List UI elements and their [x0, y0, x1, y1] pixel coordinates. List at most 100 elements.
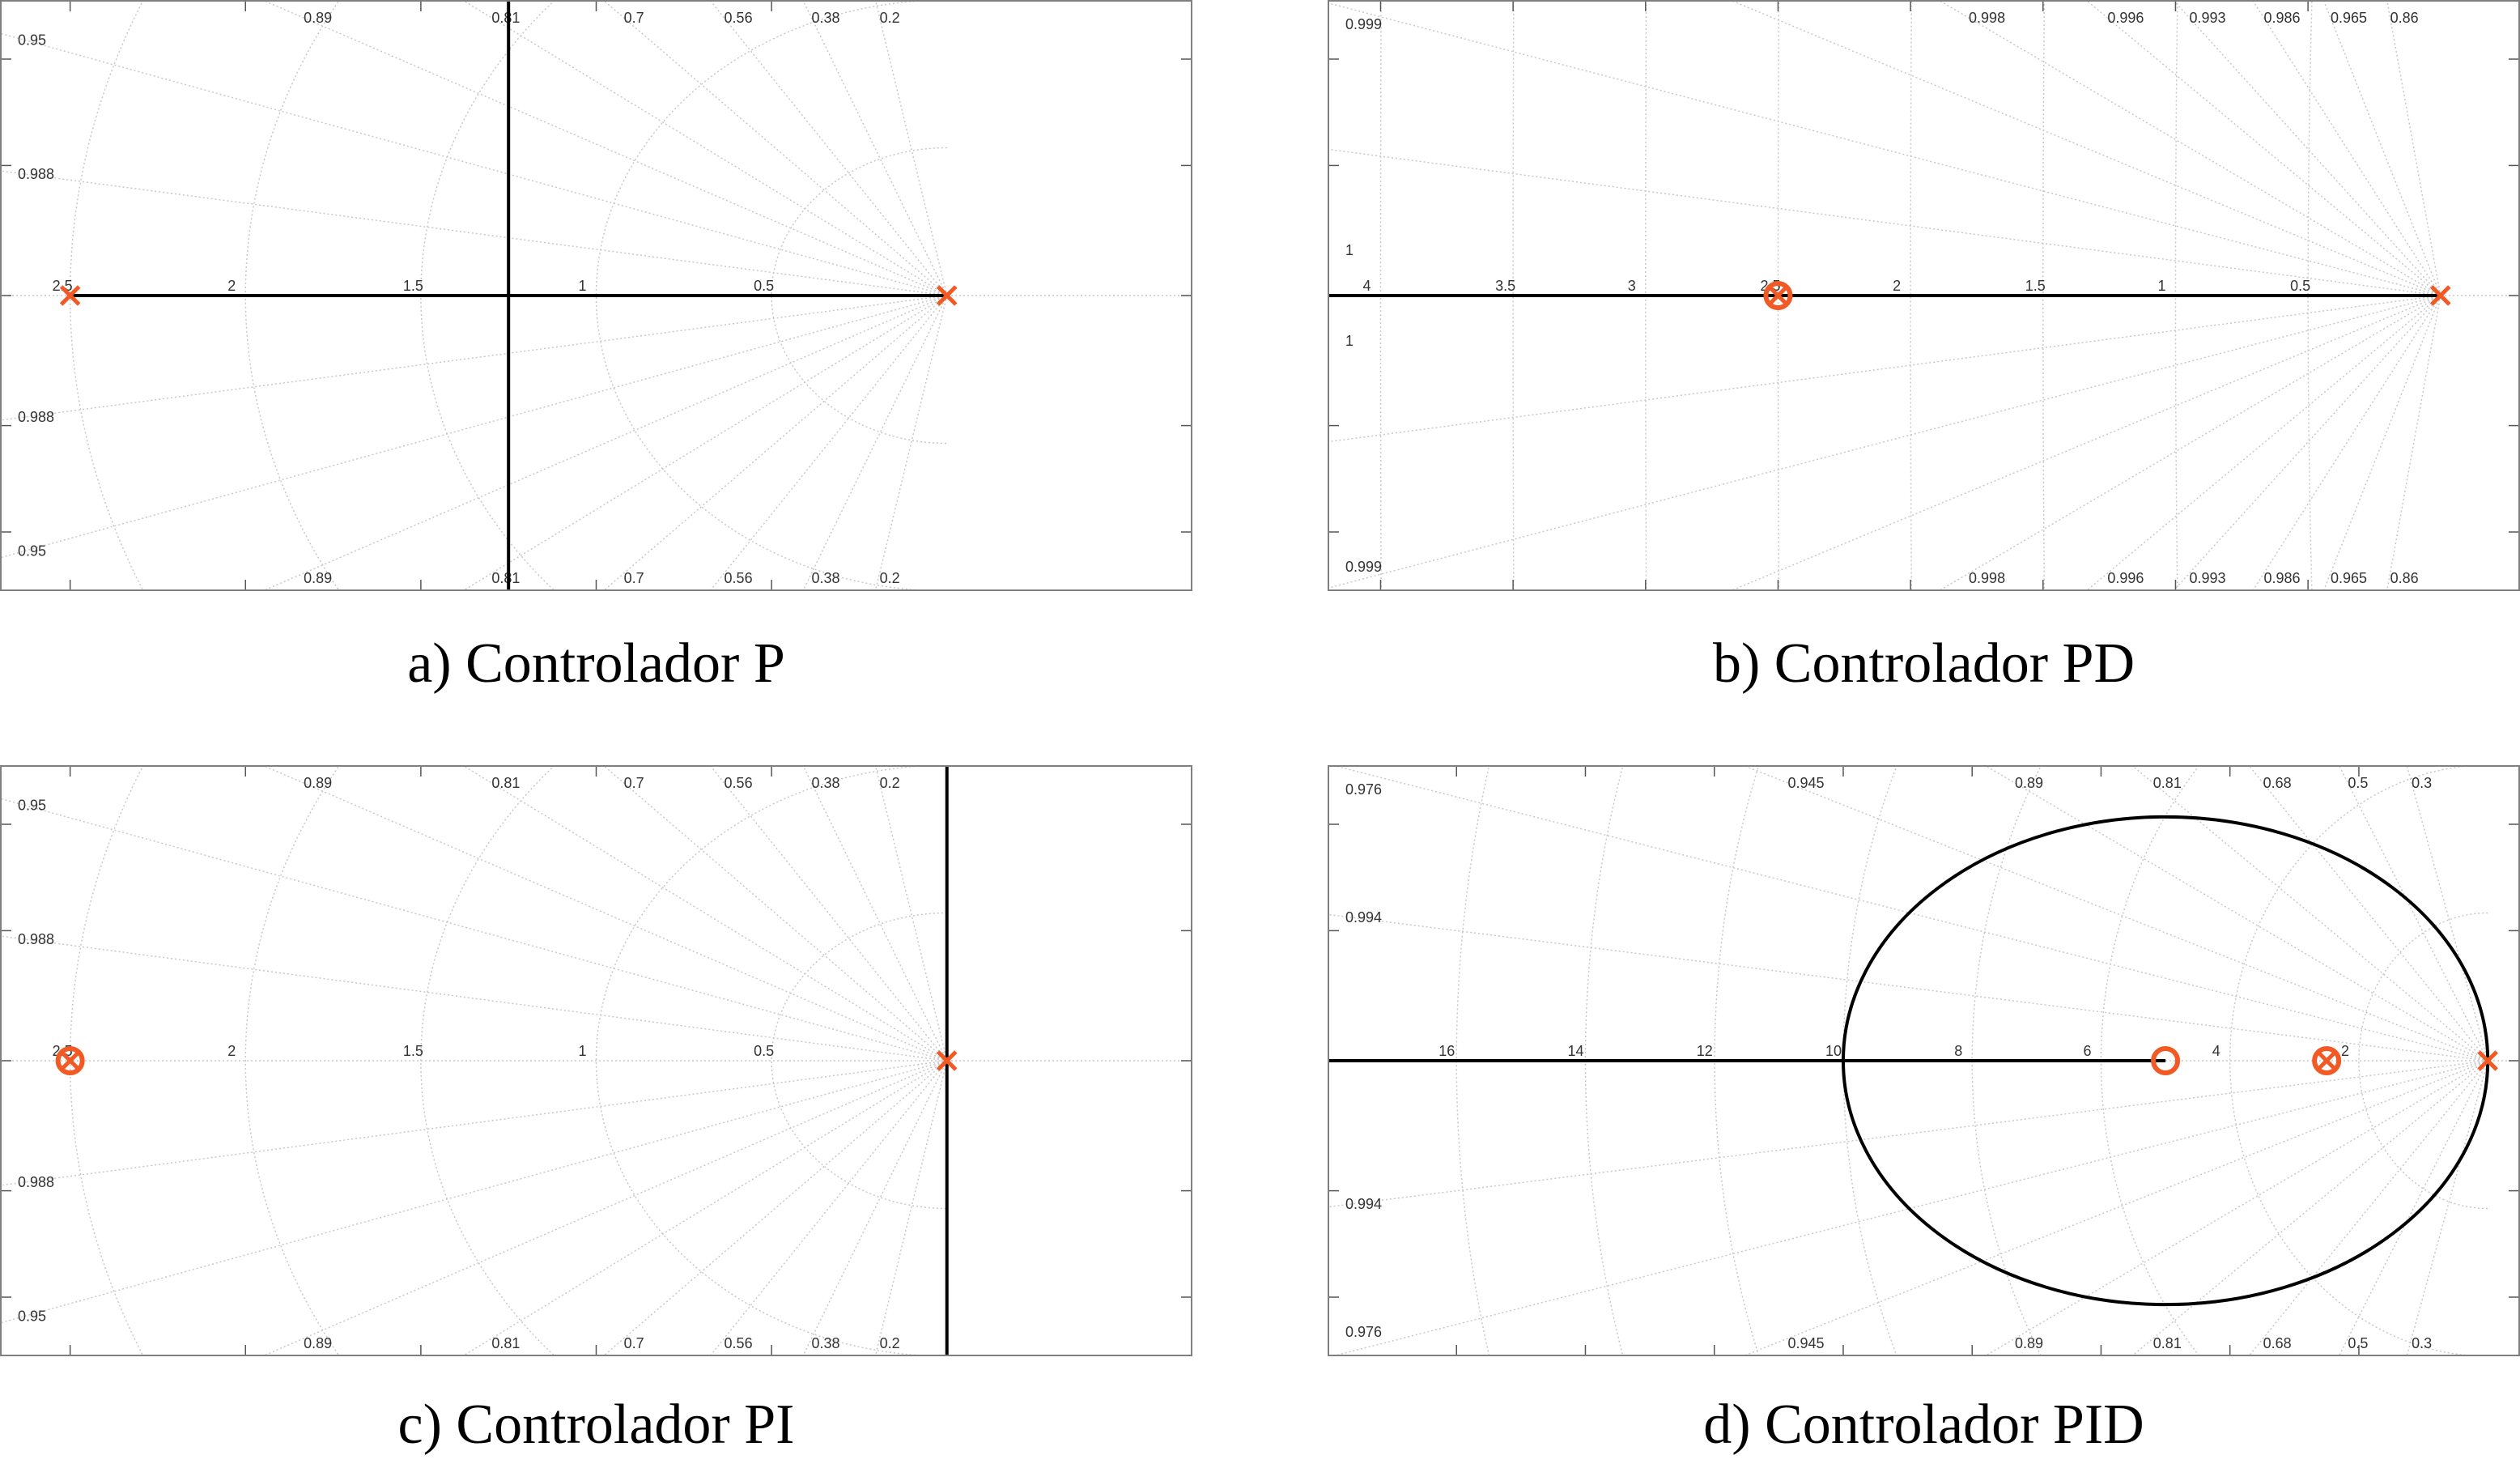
- panel-b: 0.998 0.998 0.996 0.996 0.993 0.993 0.986 0.986…: [1328, 0, 2520, 729]
- damping-label: 0.7: [624, 570, 644, 586]
- plot-area: 0.89 0.89 0.81 0.81 0.7 0.7 0.56 0.56 0.38 0.38 0.…: [0, 765, 1192, 1356]
- damping-label: 0.976: [1345, 1324, 1382, 1340]
- damping-label: 0.86: [2390, 10, 2419, 26]
- pole-stroke: [59, 1050, 81, 1071]
- damping-label: 0.89: [304, 775, 332, 791]
- frequency-label: 12: [1697, 1043, 1713, 1059]
- damping-label: 0.81: [2153, 775, 2182, 791]
- chart-caption: a) Controlador P: [407, 632, 785, 695]
- plot-frame: [0, 765, 1192, 1356]
- frequency-label: 10: [1825, 1043, 1842, 1059]
- frequency-label: 2: [2341, 1043, 2349, 1059]
- plot-area: 0.998 0.998 0.996 0.996 0.993 0.993 0.986 0.986…: [1328, 0, 2520, 591]
- damping-label: 0.998: [1969, 10, 2005, 26]
- damping-label: 0.56: [725, 570, 753, 586]
- pole-marker: [59, 1050, 81, 1071]
- pole-marker: [936, 285, 958, 306]
- frequency-label: 1: [579, 1043, 587, 1059]
- damping-label: 0.89: [304, 10, 332, 26]
- frequency-label: 3.5: [1495, 278, 1515, 294]
- damping-label: 0.86: [2390, 570, 2419, 586]
- damping-ray: [1328, 2, 2441, 296]
- damping-label: 0.945: [1787, 775, 1824, 791]
- damping-label: 0.89: [304, 1335, 332, 1351]
- damping-label: 0.993: [2189, 570, 2225, 586]
- damping-label: 0.38: [811, 570, 839, 586]
- damping-label: 0.996: [2107, 10, 2144, 26]
- panel-c: 0.89 0.89 0.81 0.81 0.7 0.7 0.56 0.56 0.38 0.38 0.…: [0, 765, 1192, 1468]
- plot-frame: [1328, 765, 2520, 1356]
- frequency-label: 1.5: [403, 278, 423, 294]
- damping-label: 0.3: [2412, 1335, 2432, 1351]
- damping-label: 0.89: [2015, 1335, 2043, 1351]
- damping-label: 0.976: [1345, 781, 1382, 798]
- damping-label: 0.95: [18, 1308, 46, 1325]
- pole-stroke: [936, 1050, 958, 1071]
- pole-stroke: [2430, 285, 2451, 306]
- damping-ray: [0, 798, 947, 1062]
- frequency-label: 0.5: [2290, 278, 2310, 294]
- damping-label: 0.56: [725, 1335, 753, 1351]
- damping-label: 0.95: [18, 797, 46, 813]
- pole-marker: [2477, 1050, 2498, 1071]
- damping-label: 0.999: [1345, 16, 1382, 32]
- damping-label: 0.81: [2153, 1335, 2182, 1351]
- pole-stroke: [59, 285, 81, 306]
- frequency-label: 1.5: [403, 1043, 423, 1059]
- frequency-label: 1: [2157, 278, 2165, 294]
- damping-label: 0.7: [624, 10, 644, 26]
- damping-label: 0.3: [2412, 775, 2432, 791]
- plot-frame: [1328, 0, 2520, 591]
- damping-label: 0.89: [304, 570, 332, 586]
- plot-frame: [0, 0, 1192, 591]
- damping-label: 0.81: [491, 1335, 520, 1351]
- zero-marker: [1763, 281, 1793, 310]
- damping-label: 0.996: [2107, 570, 2144, 586]
- zero-marker: [2312, 1046, 2342, 1075]
- damping-ray: [1329, 765, 2488, 1062]
- damping-label: 0.56: [725, 10, 753, 26]
- damping-label: 0.81: [491, 570, 520, 586]
- chart-caption: c) Controlador PI: [397, 1394, 795, 1456]
- damping-label: 0.2: [880, 10, 900, 26]
- panel-a: 0.89 0.89 0.81 0.81 0.7 0.7 0.56 0.56 0.38 0.38 0.…: [0, 0, 1192, 729]
- damping-label: 1: [1345, 242, 1353, 258]
- pole-marker: [2316, 1050, 2337, 1071]
- frequency-label: 8: [1954, 1043, 1962, 1059]
- frequency-label: 14: [1567, 1043, 1583, 1059]
- damping-label: 0.95: [18, 32, 46, 48]
- damping-label: 0.5: [2348, 775, 2368, 791]
- zero-marker: [2151, 1046, 2181, 1075]
- pole-marker: [1767, 285, 1789, 306]
- damping-label: 0.2: [880, 570, 900, 586]
- damping-label: 0.988: [18, 409, 54, 425]
- frequency-label: 16: [1438, 1043, 1455, 1059]
- frequency-arc: [244, 765, 341, 1356]
- damping-label: 0.998: [1969, 570, 2005, 586]
- damping-label: 0.988: [18, 931, 54, 947]
- pole-marker: [936, 1050, 958, 1071]
- chart-caption: b) Controlador PD: [1712, 632, 2135, 695]
- damping-label: 0.7: [624, 1335, 644, 1351]
- frequency-label: 2: [1893, 278, 1901, 294]
- damping-label: 0.965: [2331, 570, 2367, 586]
- pole-stroke: [1767, 285, 1789, 306]
- damping-label: 0.986: [2264, 10, 2301, 26]
- damping-label: 0.68: [2263, 1335, 2292, 1351]
- chart-caption: d) Controlador PID: [1703, 1394, 2144, 1456]
- damping-label: 0.993: [2189, 10, 2225, 26]
- pole-stroke: [2477, 1050, 2498, 1071]
- frequency-label: 0.5: [754, 278, 774, 294]
- damping-label: 0.89: [2015, 775, 2043, 791]
- damping-label: 0.38: [811, 775, 839, 791]
- damping-label: 0.988: [18, 166, 54, 182]
- damping-ray: [1728, 0, 2441, 296]
- damping-ray: [1328, 295, 2441, 589]
- damping-label: 0.38: [811, 10, 839, 26]
- damping-label: 0.945: [1787, 1335, 1824, 1351]
- damping-label: 0.965: [2331, 10, 2367, 26]
- zero-marker: [55, 1046, 85, 1075]
- damping-label: 0.5: [2348, 1335, 2368, 1351]
- damping-label: 0.68: [2263, 775, 2292, 791]
- damping-label: 0.56: [725, 775, 753, 791]
